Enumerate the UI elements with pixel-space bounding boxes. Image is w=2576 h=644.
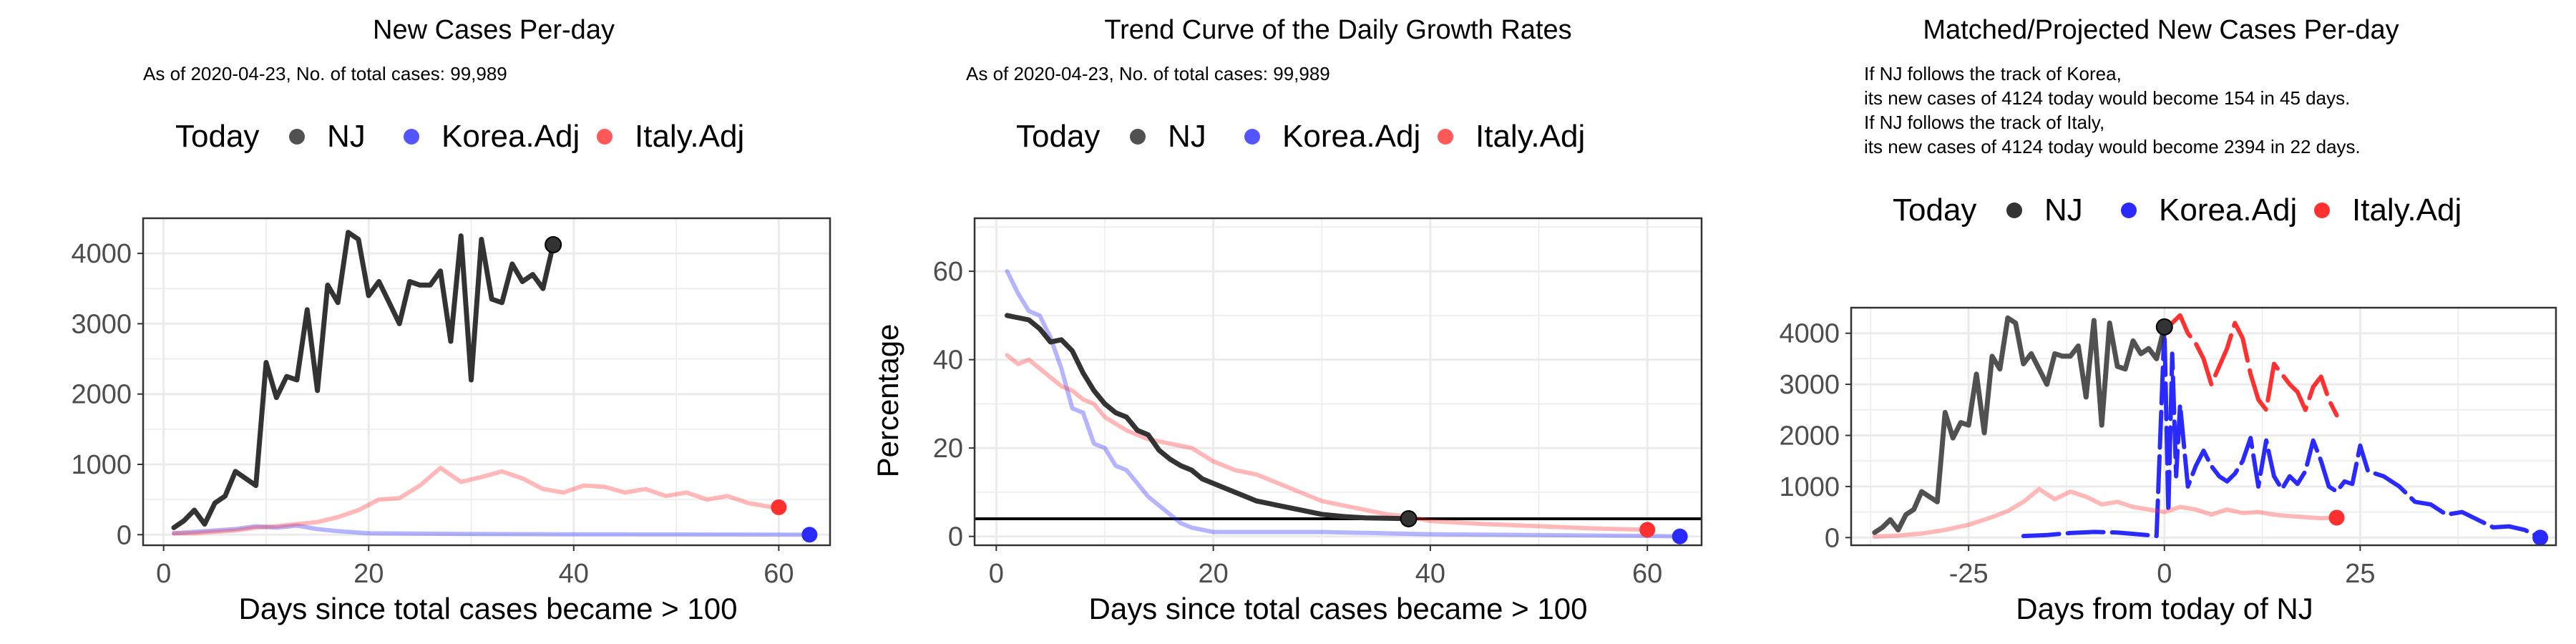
- series-line-korea-adj: [2021, 324, 2543, 540]
- legend-label-italy-adj: Italy.Adj: [2352, 192, 2462, 228]
- panel-2-title: Trend Curve of the Daily Growth Rates: [1104, 15, 1571, 45]
- plot-frame: [142, 217, 831, 547]
- today-point-italy-adj: [771, 499, 787, 515]
- x-tick-label: 60: [763, 559, 794, 589]
- x-tick-label: 20: [1198, 559, 1228, 589]
- today-point-italy-adj: [1639, 522, 1656, 538]
- panel-3-subtitle-line-4: its new cases of 4124 today would become…: [1864, 136, 2361, 157]
- panel-3-subtitle-line-1: If NJ follows the track of Korea,: [1864, 63, 2122, 84]
- y-tick-label: 40: [933, 346, 963, 376]
- x-tick-label: 40: [559, 559, 589, 589]
- panel-1-title: New Cases Per-day: [373, 15, 615, 45]
- panel-2-subtitle: As of 2020-04-23, No. of total cases: 99…: [966, 63, 1330, 84]
- x-tick-label: -25: [1949, 559, 1989, 589]
- legend-key-italy-adj: [597, 129, 613, 145]
- panel-3-title: Matched/Projected New Cases Per-day: [1923, 15, 2399, 45]
- legend-label-italy-adj: Italy.Adj: [635, 119, 744, 154]
- legend-label-nj: NJ: [2044, 192, 2083, 228]
- x-tick-label: 0: [156, 559, 171, 589]
- today-point-nj: [1400, 509, 1418, 527]
- y-tick-label: 3000: [1779, 370, 1840, 400]
- panel-3-subtitle-line-2: its new cases of 4124 today would become…: [1864, 87, 2350, 109]
- series-line-italy-adj: [172, 465, 781, 536]
- legend-label-nj: NJ: [1168, 119, 1206, 154]
- legend-key-korea-adj: [1244, 129, 1260, 145]
- legend-label-nj: NJ: [327, 119, 366, 154]
- panel-1-x-axis-label: Days since total cases became > 100: [239, 592, 738, 625]
- today-point-nj: [545, 235, 562, 253]
- plot-frame: [973, 217, 1703, 547]
- legend-key-korea-adj: [404, 129, 419, 145]
- today-point-nj: [2155, 318, 2173, 336]
- legend-label-italy-adj: Italy.Adj: [1475, 119, 1585, 154]
- today-point-korea-adj: [1672, 528, 1688, 545]
- legend-key-nj: [2006, 203, 2022, 218]
- legend-key-nj: [1130, 129, 1146, 145]
- y-tick-label: 2000: [71, 380, 132, 410]
- legend-title: Today: [1016, 119, 1100, 154]
- legend-key-italy-adj: [1438, 129, 1453, 145]
- y-tick-label: 4000: [71, 239, 132, 269]
- series-line-nj: [1872, 315, 2167, 535]
- legend-label-korea-adj: Korea.Adj: [2159, 192, 2297, 228]
- panel-growth-rates: Trend Curve of the Daily Growth Rates As…: [871, 15, 1703, 625]
- y-tick-label: 0: [117, 520, 132, 550]
- y-tick-label: 1000: [1779, 472, 1840, 502]
- legend-key-korea-adj: [2121, 203, 2137, 218]
- y-tick-label: 0: [1825, 523, 1840, 553]
- series-line-nj: [1005, 313, 1412, 522]
- plot-frame: [1850, 306, 2557, 547]
- panel-2-legend: Today NJ Korea.Adj Italy.Adj: [1016, 119, 1585, 154]
- panel-2-x-axis-label: Days since total cases became > 100: [1089, 592, 1588, 625]
- series-line-italy-adj: [1872, 487, 2339, 539]
- x-tick-label: 20: [353, 559, 384, 589]
- today-point-italy-adj: [2328, 509, 2345, 526]
- today-point-korea-adj: [801, 527, 818, 543]
- y-tick-label: 20: [933, 434, 963, 464]
- x-tick-label: 40: [1415, 559, 1445, 589]
- panel-3-x-axis-label: Days from today of NJ: [2016, 592, 2313, 625]
- legend-title: Today: [1893, 192, 1976, 228]
- panel-3-subtitle-line-3: If NJ follows the track of Italy,: [1864, 112, 2104, 133]
- panel-3-legend: Today NJ Korea.Adj Italy.Adj: [1893, 192, 2462, 228]
- y-tick-label: 0: [948, 522, 963, 552]
- panel-new-cases: New Cases Per-day As of 2020-04-23, No. …: [71, 15, 831, 625]
- panel-matched-projected: Matched/Projected New Cases Per-day If N…: [1779, 15, 2557, 625]
- x-tick-label: 0: [989, 559, 1004, 589]
- plot-area: [975, 218, 1702, 545]
- panel-1-subtitle: As of 2020-04-23, No. of total cases: 99…: [143, 63, 507, 84]
- series-line-korea-adj: [172, 523, 812, 537]
- today-point-korea-adj: [2532, 530, 2549, 546]
- legend-key-italy-adj: [2314, 203, 2330, 218]
- x-tick-label: 25: [2345, 559, 2375, 589]
- legend-label-korea-adj: Korea.Adj: [441, 119, 580, 154]
- panel-1-legend: Today NJ Korea.Adj Italy.Adj: [175, 119, 744, 154]
- y-tick-label: 2000: [1779, 421, 1840, 451]
- x-tick-label: 0: [2157, 559, 2172, 589]
- legend-label-korea-adj: Korea.Adj: [1282, 119, 1420, 154]
- y-tick-label: 3000: [71, 309, 132, 339]
- legend-key-nj: [289, 129, 305, 145]
- series-line-korea-adj: [1005, 269, 1682, 539]
- legend-title: Today: [175, 119, 259, 154]
- y-tick-label: 60: [933, 257, 963, 287]
- y-tick-label: 1000: [71, 450, 132, 480]
- panel-2-y-axis-label: Percentage: [871, 324, 904, 478]
- y-tick-label: 4000: [1779, 319, 1840, 349]
- series-line-nj: [171, 230, 556, 530]
- x-tick-label: 60: [1632, 559, 1662, 589]
- series-line-italy-adj-projected: [2162, 313, 2339, 418]
